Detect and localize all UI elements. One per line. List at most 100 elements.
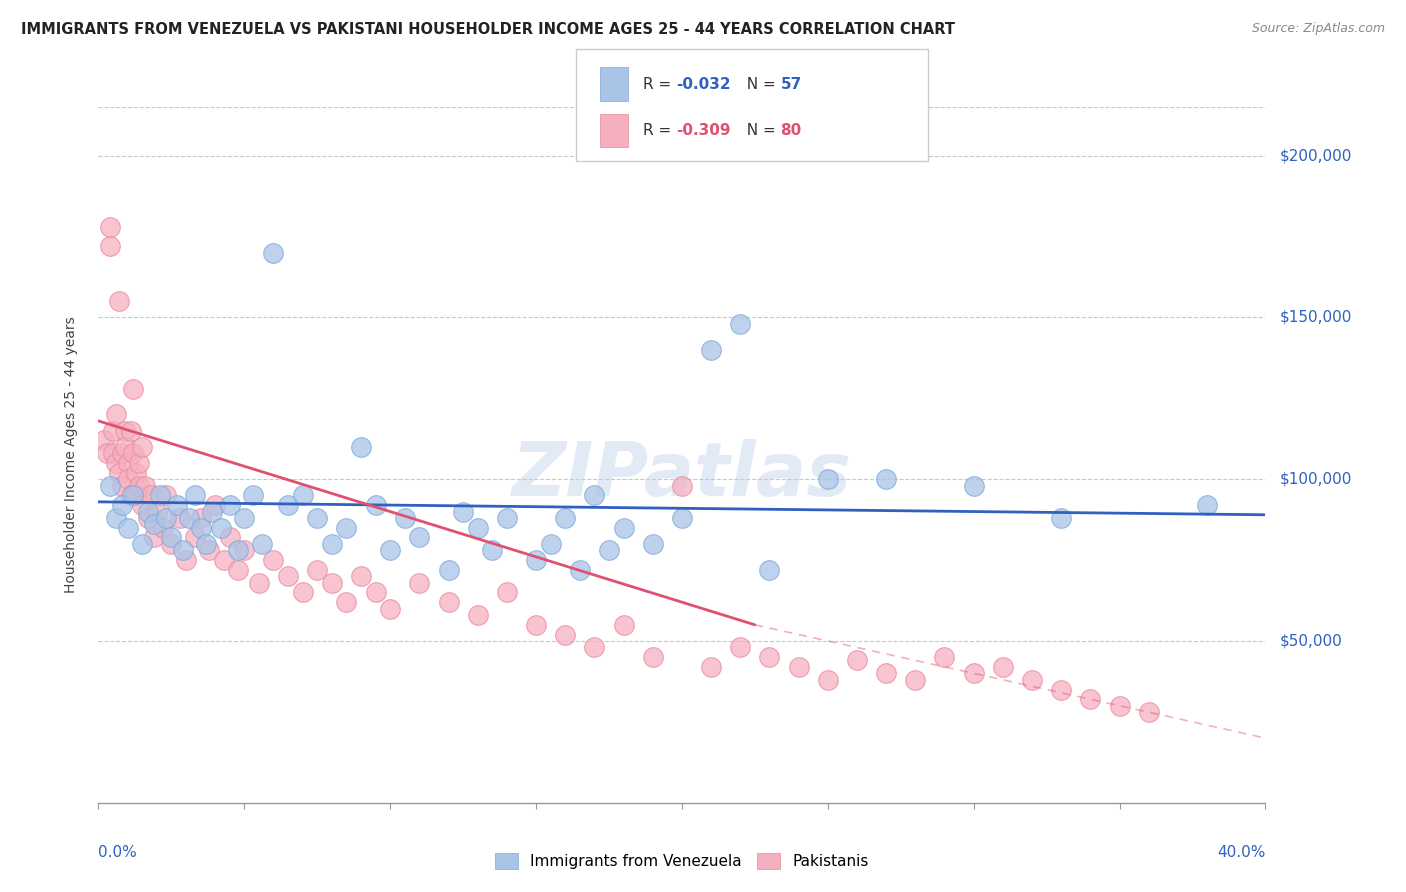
Point <box>122 446 145 460</box>
Text: Source: ZipAtlas.com: Source: ZipAtlas.com <box>1251 22 1385 36</box>
Point <box>198 543 221 558</box>
Point <box>335 595 357 609</box>
Point <box>111 446 134 460</box>
Legend: Immigrants from Venezuela, Pakistanis: Immigrants from Venezuela, Pakistanis <box>486 845 877 879</box>
Text: -0.032: -0.032 <box>676 77 731 92</box>
Point <box>817 673 839 687</box>
Point <box>875 666 897 681</box>
Point <box>155 511 177 525</box>
Point <box>845 653 868 667</box>
Point <box>408 531 430 545</box>
Point <box>321 575 343 590</box>
Point <box>98 239 121 253</box>
Point <box>131 537 153 551</box>
Point <box>125 488 148 502</box>
Point <box>228 543 250 558</box>
Point <box>394 511 416 525</box>
Point <box>291 585 314 599</box>
Text: R =: R = <box>643 123 676 138</box>
Point <box>540 537 562 551</box>
Point <box>554 511 576 525</box>
Point <box>934 650 956 665</box>
Point <box>307 511 329 525</box>
Point <box>209 521 232 535</box>
Point <box>277 498 299 512</box>
Point <box>111 498 134 512</box>
Point <box>104 408 127 422</box>
Text: $100,000: $100,000 <box>1279 472 1351 487</box>
Point <box>108 294 131 309</box>
Point <box>104 511 127 525</box>
Point <box>108 466 131 480</box>
Text: 0.0%: 0.0% <box>98 845 138 860</box>
Text: 80: 80 <box>780 123 801 138</box>
Point <box>437 563 460 577</box>
Point <box>277 569 299 583</box>
Point <box>114 424 136 438</box>
Point <box>467 608 489 623</box>
Point <box>131 440 153 454</box>
Point <box>554 627 576 641</box>
Point <box>247 575 270 590</box>
Text: ZIPatlas: ZIPatlas <box>512 439 852 512</box>
Point <box>700 343 723 357</box>
Point <box>101 446 124 460</box>
Point <box>131 498 153 512</box>
Text: IMMIGRANTS FROM VENEZUELA VS PAKISTANI HOUSEHOLDER INCOME AGES 25 - 44 YEARS COR: IMMIGRANTS FROM VENEZUELA VS PAKISTANI H… <box>21 22 955 37</box>
Point <box>991 660 1014 674</box>
Point <box>437 595 460 609</box>
Point <box>142 531 165 545</box>
Point <box>183 488 205 502</box>
Point <box>612 521 634 535</box>
Point <box>378 601 402 615</box>
Point <box>524 617 547 632</box>
Point <box>233 543 256 558</box>
Point <box>495 511 517 525</box>
Point <box>183 531 205 545</box>
Point <box>174 553 197 567</box>
Point <box>728 640 751 655</box>
Text: $200,000: $200,000 <box>1279 148 1351 163</box>
Point <box>201 504 224 518</box>
Point <box>139 488 162 502</box>
Point <box>875 472 897 486</box>
Point <box>96 446 118 460</box>
Point <box>136 504 159 518</box>
Point <box>1080 692 1102 706</box>
Point <box>120 424 142 438</box>
Text: $50,000: $50,000 <box>1279 633 1343 648</box>
Point <box>1108 698 1130 713</box>
Point <box>250 537 273 551</box>
Point <box>641 650 664 665</box>
Point <box>128 478 150 492</box>
Point <box>120 488 142 502</box>
Point <box>125 466 148 480</box>
Point <box>641 537 664 551</box>
Point <box>583 488 606 502</box>
Point <box>233 511 256 525</box>
Y-axis label: Householder Income Ages 25 - 44 years: Householder Income Ages 25 - 44 years <box>63 317 77 593</box>
Point <box>467 521 489 535</box>
Point <box>1050 682 1073 697</box>
Point <box>787 660 810 674</box>
Point <box>904 673 927 687</box>
Point <box>152 521 174 535</box>
Point <box>364 585 387 599</box>
Point <box>114 440 136 454</box>
Point <box>195 537 218 551</box>
Point <box>128 456 150 470</box>
Point <box>204 498 226 512</box>
Point <box>364 498 387 512</box>
Point <box>218 498 240 512</box>
Text: N =: N = <box>737 77 780 92</box>
Point <box>262 553 284 567</box>
Point <box>98 219 121 234</box>
Text: N =: N = <box>737 123 780 138</box>
Point <box>1195 498 1218 512</box>
Point <box>98 478 121 492</box>
Text: $150,000: $150,000 <box>1279 310 1351 325</box>
Point <box>962 666 984 681</box>
Point <box>612 617 634 632</box>
Point <box>172 543 194 558</box>
Text: R =: R = <box>643 77 676 92</box>
